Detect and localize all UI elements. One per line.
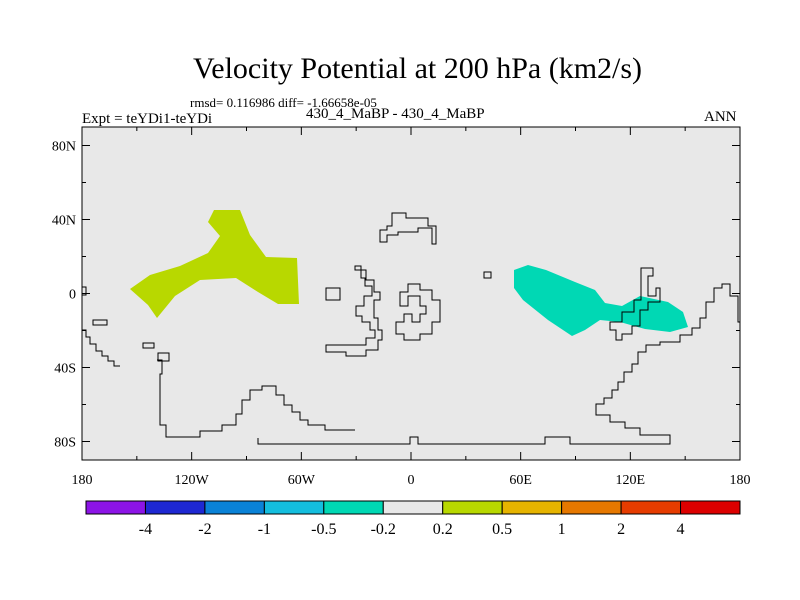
plot-title: Velocity Potential at 200 hPa (km2/s) [192,52,643,85]
coast-north-africa [325,265,383,357]
colorbar-swatch [204,500,265,515]
coast-africa-interior [395,283,441,341]
colorbar-swatch [561,500,622,515]
lat-tick-label: 0 [69,288,76,303]
coast-asia [609,267,661,341]
colorbar-swatch [680,500,741,515]
coast-south-america [82,286,87,296]
coast-island [325,287,341,301]
coast-south-america [82,329,120,367]
colorbar-swatch [501,500,563,515]
colorbar-swatch [442,500,503,515]
colorbar-level-label: 4 [677,521,685,538]
stats-line: rmsd= 0.116986 diff= -1.66658e-05 [190,95,377,110]
lon-tick-label: 180 [72,473,93,488]
colorbar-level-label: -4 [139,521,152,538]
lat-tick-label: 40N [52,214,76,229]
coast-eurasia [379,212,437,245]
lat-tick-label: 80S [54,436,76,451]
colorbar-labels: -4 -2 -1 -0.5 -0.2 0.2 0.5 1 2 4 [139,521,685,538]
axis-tick-labels: 180 120W 60W 0 60E 120E 180 80N 40N 0 40S 80S [52,140,751,489]
colorbar-level-label: -2 [198,521,211,538]
lat-tick-label: 40S [54,362,76,377]
colorbar-level-label: -0.5 [311,521,336,538]
lon-tick-label: 0 [408,473,415,488]
lat-tick-label: 80N [52,140,76,155]
coast-island [92,319,108,326]
case-names-label: 430_4_MaBP - 430_4_MaBP [306,106,485,122]
coastlines [82,212,740,445]
colorbar [85,500,741,515]
coast-island [483,271,492,279]
colorbar-swatch [85,500,146,515]
season-label: ANN [704,109,737,125]
colorbar-swatch [263,500,325,515]
colorbar-level-label: 2 [617,521,625,538]
colorbar-swatch [382,500,444,515]
colorbar-level-label: 0.5 [492,521,512,538]
lon-tick-label: 120W [175,473,210,488]
coast-antarctica [157,359,355,438]
colorbar-swatch [323,500,384,515]
positive-anomaly-region [130,210,299,318]
lon-tick-label: 120E [616,473,646,488]
negative-anomaly-region [514,265,688,336]
experiment-label: Expt = teYDi1-teYDi [82,111,213,127]
coast-island [157,352,170,362]
colorbar-level-label: -0.2 [371,521,396,538]
axis-ticks [81,127,741,460]
map-background [82,127,740,460]
colorbar-swatch [620,500,682,515]
lon-tick-label: 60W [288,473,316,488]
colorbar-level-label: 1 [558,521,566,538]
colorbar-level-label: 0.2 [433,521,453,538]
coast-antarctica [257,283,740,445]
coast-island [142,342,155,349]
lon-tick-label: 60E [509,473,532,488]
colorbar-swatch [144,500,206,515]
colorbar-level-label: -1 [258,521,271,538]
lon-tick-label: 180 [730,473,751,488]
